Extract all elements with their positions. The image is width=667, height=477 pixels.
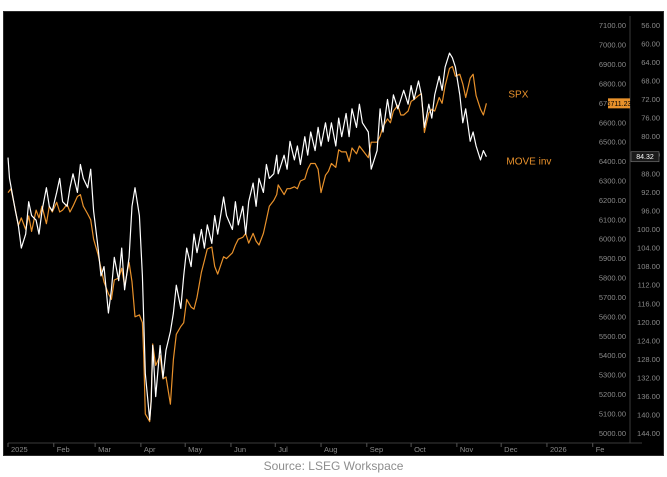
- move-inv-value-tag: [630, 151, 660, 163]
- x-tick-label: Feb: [57, 445, 70, 454]
- left-axis-spx: 5000.00 5100.00 5200.00 5300.00 5400.00 5500.…: [599, 21, 626, 438]
- move-tick-label: 112.00: [638, 281, 660, 290]
- move-inv-line: [7, 52, 487, 421]
- spx-value-tag: [608, 98, 630, 109]
- move-inv-series-label: MOVE inv: [506, 157, 551, 168]
- spx-tick-label: 5000.00: [599, 429, 626, 438]
- spx-tick-label: 6900.00: [599, 60, 626, 69]
- move-tick-label: 56.00: [641, 21, 660, 30]
- spx-tick-label: 7000.00: [599, 41, 626, 50]
- move-tick-label: 76.00: [641, 114, 660, 123]
- series-labels: SPX 6711.23 MOVE inv 84.32: [506, 89, 660, 168]
- spx-tick-label: 6100.00: [599, 215, 626, 224]
- spx-tick-label: 6300.00: [599, 176, 626, 185]
- chart-frame: 2025 Feb Mar Apr May Jun Jul Aug Sep Oct Nov Dec 202…: [3, 11, 664, 456]
- x-tick-label: Aug: [324, 445, 337, 454]
- spx-tick-label: 5200.00: [599, 390, 626, 399]
- spx-tick-label: 6400.00: [599, 157, 626, 166]
- move-tick-label: 72.00: [641, 95, 660, 104]
- move-tick-label: 64.00: [641, 58, 660, 67]
- spx-tick-label: 6800.00: [599, 79, 626, 88]
- x-tick-label: May: [188, 445, 202, 454]
- move-tick-label: 132.00: [637, 374, 660, 383]
- x-tick-label: Sep: [370, 445, 383, 454]
- right-axis-move-inv: 56.0060.0064.0068.0072.0076.0080.0084.00…: [629, 16, 660, 443]
- source-caption: Source: LSEG Workspace: [0, 456, 667, 477]
- spx-tick-label: 5100.00: [599, 409, 626, 418]
- move-tick-label: 68.00: [641, 76, 660, 85]
- x-tick-label: Apr: [144, 445, 156, 454]
- chart: 2025 Feb Mar Apr May Jun Jul Aug Sep Oct Nov Dec 202…: [7, 16, 660, 454]
- x-tick-label: Mar: [98, 445, 111, 454]
- spx-tick-label: 5800.00: [599, 274, 626, 283]
- x-tick-label: Dec: [504, 445, 518, 454]
- spx-tick-label: 5300.00: [599, 371, 626, 380]
- move-tick-label: 60.00: [641, 39, 660, 48]
- spx-tick-label: 6600.00: [599, 118, 626, 127]
- spx-series-label: SPX: [508, 89, 528, 100]
- plot-area: [7, 52, 487, 423]
- spx-value-label: 6711.23: [607, 101, 632, 108]
- spx-tick-label: 5700.00: [599, 293, 626, 302]
- x-tick-label: Oct: [414, 445, 427, 454]
- move-tick-label: 88.00: [641, 169, 660, 178]
- spx-tick-label: 6200.00: [599, 196, 626, 205]
- x-tick-label: Jun: [234, 445, 246, 454]
- move-tick-label: 96.00: [641, 206, 660, 215]
- move-tick-label: 136.00: [637, 392, 660, 401]
- move-tick-label: 92.00: [641, 188, 660, 197]
- spx-tick-label: 6500.00: [599, 138, 626, 147]
- move-tick-label: 120.00: [637, 318, 660, 327]
- x-tick-label: Fe: [596, 445, 605, 454]
- x-tick-label: Nov: [460, 445, 474, 454]
- spx-tick-label: 5400.00: [599, 351, 626, 360]
- x-tick-label: 2026: [550, 445, 567, 454]
- move-tick-label: 100.00: [637, 225, 660, 234]
- move-tick-label: 128.00: [637, 355, 660, 364]
- move-tick-label: 116.00: [638, 299, 660, 308]
- move-tick-label: 108.00: [637, 262, 660, 271]
- spx-tick-label: 5600.00: [599, 312, 626, 321]
- move-tick-label: 144.00: [637, 429, 660, 438]
- x-tick-label: 2025: [11, 445, 28, 454]
- spx-line: [7, 65, 487, 423]
- move-tick-label: 124.00: [637, 336, 660, 345]
- x-axis: 2025 Feb Mar Apr May Jun Jul Aug Sep Oct Nov Dec 202…: [7, 442, 642, 454]
- spx-tick-label: 5900.00: [599, 254, 626, 263]
- spx-tick-label: 5500.00: [599, 332, 626, 341]
- spx-tick-label: 7100.00: [599, 21, 626, 30]
- move-tick-label: 80.00: [641, 132, 660, 141]
- move-inv-value-label: 84.32: [636, 154, 654, 161]
- move-tick-label: 140.00: [637, 411, 660, 420]
- spx-tick-label: 6000.00: [599, 235, 626, 244]
- x-tick-label: Jul: [278, 445, 288, 454]
- move-tick-label: 104.00: [637, 244, 660, 253]
